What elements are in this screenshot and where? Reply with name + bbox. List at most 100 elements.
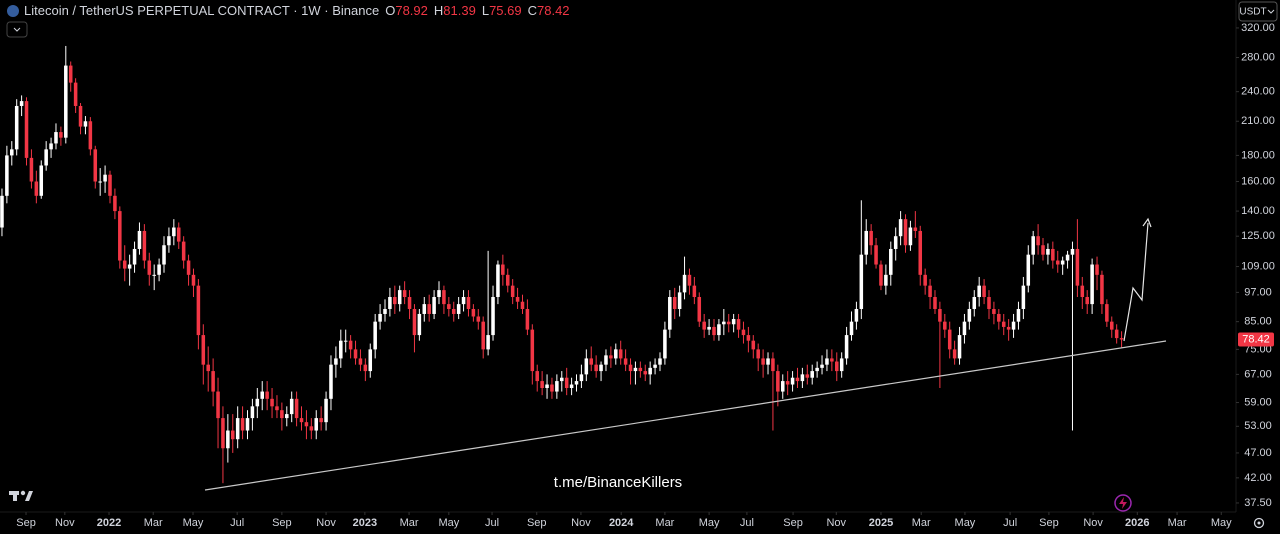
candle-body [127,264,132,269]
y-tick-label: 210.00 [1241,115,1275,127]
candle-body [751,340,756,350]
candle-body [962,321,967,336]
settings-icon[interactable] [1253,517,1265,529]
candle-body [1036,236,1040,246]
candle-body [761,358,765,365]
candle-body [771,358,775,372]
candle-body [820,364,824,368]
candle-body [623,358,628,365]
legend-header: Litecoin / TetherUS PERPETUAL CONTRACT ·… [24,3,570,18]
candle-body [535,371,539,382]
y-tick-label: 240.00 [1241,86,1275,98]
y-tick-label: 109.00 [1241,260,1275,272]
candle-body [407,297,412,309]
currency-button[interactable] [1238,1,1278,22]
candle-body [1006,326,1011,330]
candle-body [191,274,196,286]
candle-body [884,274,888,286]
y-tick-label: 59.00 [1244,396,1272,408]
candle-body [1095,264,1099,275]
candle-body [137,230,142,249]
candle-body [1031,236,1035,255]
candle-body [471,308,476,317]
candle-body [10,149,14,156]
x-tick-label: Sep [527,517,547,529]
candle-body [776,371,780,392]
candle-body [550,384,554,392]
candle-body [505,274,510,286]
symbol-title: Litecoin / TetherUS PERPETUAL CONTRACT ·… [24,3,380,18]
x-tick-label: 2023 [353,517,377,529]
candle-body [972,297,977,309]
candle-body [0,195,4,228]
x-tick-label: Mar [400,517,419,529]
candle-body [491,297,495,336]
y-tick-label: 180.00 [1241,149,1275,161]
candle-body [226,430,230,449]
candle-body [118,211,122,261]
arrow-head [1142,217,1152,228]
candle-body [918,230,923,275]
x-tick-label: Jul [740,517,754,529]
candle-body [1016,308,1021,322]
candle-body [64,65,68,138]
x-tick-label: Sep [272,517,292,529]
candle-body [530,329,535,372]
candle-body [844,335,849,359]
candle-body [815,367,819,372]
y-tick-label: 85.00 [1244,316,1272,328]
candle-body [1065,254,1070,261]
candle-body [928,285,932,298]
candle-body [285,414,289,419]
x-tick-label: Mar [655,517,674,529]
last-price-box [1238,332,1274,347]
candle-body [913,227,918,231]
candle-body [1021,285,1026,309]
candle-body [628,364,633,372]
candle-body [893,236,898,249]
candle-body [1026,254,1031,286]
candle-body [5,155,9,196]
candle-body [982,285,986,298]
alert-icon[interactable] [1114,494,1132,512]
candle-body [216,391,220,419]
x-tick-label: Mar [1168,517,1187,529]
candle-body [952,349,957,359]
candle-body [746,335,751,341]
candle-body [569,384,574,389]
candle-body [373,321,377,350]
candle-body [402,290,407,298]
currency-label: USDT [1239,7,1266,18]
candle-body [908,227,913,246]
candle-body [540,381,544,389]
candle-body [618,349,623,359]
candle-body [93,149,98,182]
symbol-icon [7,5,19,17]
collapse-button[interactable] [6,21,28,38]
candle-body [938,308,942,322]
ohlc-value: 75.69 [489,3,522,18]
candle-body [29,157,34,182]
candle-body [181,241,186,261]
candle-body [584,358,589,375]
candle-body [992,308,996,314]
candle-body [427,304,431,314]
candle-body [859,254,864,309]
candle-body [481,321,485,350]
ohlc-value: 81.39 [443,3,476,18]
candle-body [324,398,328,423]
candle-body [162,245,166,265]
candle-body [289,398,294,415]
candle-body [221,418,225,449]
candle-body [1041,245,1045,255]
candle-body [461,297,466,305]
candle-body [825,358,829,365]
candle-body [1011,321,1016,330]
candle-body [83,121,88,127]
candle-body [201,335,206,365]
candle-body [314,418,319,431]
candle-body [805,374,810,378]
x-tick-label: Sep [783,517,803,529]
